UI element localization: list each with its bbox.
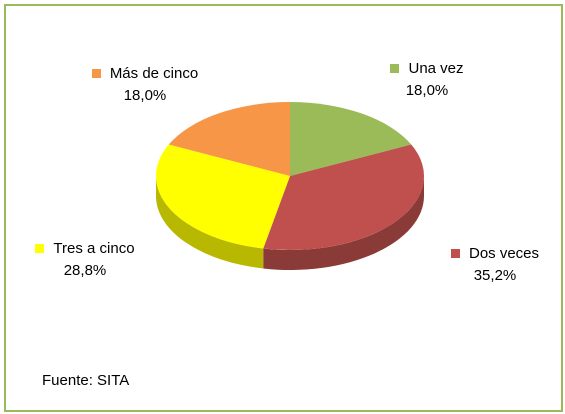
pie-slice [155, 144, 290, 249]
legend-swatch [91, 69, 101, 78]
value-label: 35,2% [473, 267, 517, 284]
legend-swatch [35, 244, 45, 253]
pie-side [156, 176, 264, 269]
chart-frame [4, 4, 563, 412]
data-label: Dos veces 35,2% [440, 243, 550, 287]
value-label: 28,8% [63, 262, 107, 279]
source-note: Fuente: SITA [42, 372, 130, 389]
category-label: Más de cinco [109, 65, 199, 82]
category-label: Tres a cinco [53, 240, 135, 257]
data-label: Más de cinco 18,0% [90, 63, 200, 107]
category-label: Dos veces [468, 245, 540, 262]
value-label: 18,0% [123, 87, 167, 104]
pie-side [263, 176, 424, 270]
pie-slice [290, 102, 412, 176]
value-label: 18,0% [405, 82, 449, 99]
pie-slice [263, 144, 425, 251]
data-label: Una vez 18,0% [372, 58, 482, 102]
legend-swatch [450, 249, 460, 258]
legend-swatch [390, 64, 400, 73]
category-label: Una vez [408, 60, 464, 77]
pie-slice [168, 102, 290, 176]
data-label: Tres a cinco 28,8% [30, 238, 140, 282]
